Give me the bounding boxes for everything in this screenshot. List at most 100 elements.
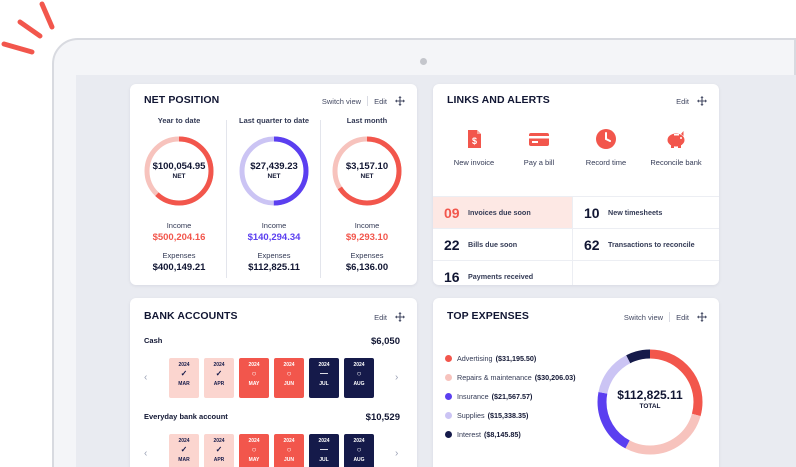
divider (367, 96, 369, 106)
top-expenses-card: TOP EXPENSES Switch view Edit Advertisin… (433, 298, 719, 467)
check-icon: ✓ (180, 445, 188, 454)
chevron-left-icon[interactable]: ‹ (144, 448, 148, 459)
income-label: Income (166, 221, 192, 230)
chevron-right-icon[interactable]: › (395, 372, 399, 383)
move-icon[interactable] (697, 312, 707, 322)
alert-item[interactable]: 16 Payments received (433, 260, 572, 285)
piggy-bank-icon (667, 131, 685, 148)
net-center-label: $27,439.23 NET (238, 161, 310, 180)
dash-icon: — (320, 369, 328, 378)
chevron-left-icon[interactable]: ‹ (144, 372, 148, 383)
tile-year: 2024 (213, 362, 225, 368)
tile-month: APR (213, 381, 225, 387)
net-position-card: NET POSITION Switch view Edit Year to da… (130, 84, 417, 285)
expenses-total-amount: $112,825.11 (617, 388, 683, 402)
tile-month: MAR (178, 381, 190, 387)
links-alerts-card: LINKS AND ALERTS Edit $ New invoice Pay … (433, 84, 719, 285)
month-tile[interactable]: 2024 ✓ APR (204, 434, 234, 467)
net-ring-chart (239, 136, 309, 206)
donut-slice (597, 349, 703, 455)
month-tile[interactable]: 2024— JUL (309, 358, 339, 398)
check-icon: ✓ (180, 369, 188, 378)
switch-view-button[interactable]: Switch view (321, 96, 362, 106)
alert-item[interactable]: 22 Bills due soon (433, 228, 572, 260)
tile-month: JUN (283, 457, 294, 463)
income-value: $9,293.10 (345, 232, 389, 243)
tile-year: 2024 (213, 438, 225, 444)
bank-account-row[interactable]: Everyday bank account $10,529 (144, 412, 400, 423)
move-icon[interactable] (697, 96, 707, 106)
net-amount: $100,054.95 (152, 161, 206, 172)
month-tile[interactable]: 2024 ✓ APR (204, 358, 234, 398)
expenses-label: Expenses (162, 251, 196, 260)
month-tile[interactable]: 2024 ○ AUG (344, 358, 374, 398)
month-tile[interactable]: 2024 ○ MAY (239, 434, 269, 467)
edit-button[interactable]: Edit (676, 312, 689, 322)
edit-button[interactable]: Edit (374, 96, 387, 106)
legend-swatch (445, 374, 452, 381)
quick-link-new-invoice[interactable]: $ New invoice (439, 128, 509, 167)
legend-swatch (445, 431, 452, 438)
circle-icon: ○ (356, 369, 362, 378)
alert-count: 09 (444, 204, 460, 221)
divider (669, 312, 671, 322)
account-balance: $6,050 (370, 336, 400, 347)
legend-swatch (445, 412, 452, 419)
links-alerts-title: LINKS AND ALERTS (447, 94, 550, 106)
month-tile[interactable]: 2024 ○ MAY (239, 358, 269, 398)
donut-slice (597, 349, 703, 455)
switch-view-button[interactable]: Switch view (623, 312, 664, 322)
alert-text: New timesheets (608, 208, 663, 217)
net-donut: $100,054.95 NET (143, 135, 215, 207)
net-amount: $3,157.10 (345, 161, 389, 172)
tile-year: 2024 (248, 438, 260, 444)
income-value: $500,204.16 (152, 232, 206, 243)
donut-slice (597, 349, 703, 455)
alert-item[interactable]: 09 Invoices due soon (433, 196, 572, 228)
month-tile[interactable]: 2024— JUL (309, 434, 339, 467)
edit-button[interactable]: Edit (374, 312, 387, 322)
month-tile[interactable]: 2024 ○ AUG (344, 434, 374, 467)
alert-text: Payments received (468, 272, 534, 281)
alert-count: 16 (444, 268, 460, 285)
quick-link-reconcile-bank[interactable]: Reconcile bank (641, 128, 711, 167)
clock-icon (596, 129, 616, 149)
period-label: Last month (346, 116, 388, 125)
legend-name: Insurance (457, 392, 489, 401)
legend-swatch (445, 355, 452, 362)
ring-arc (144, 136, 214, 206)
period-label: Last quarter to date (238, 116, 309, 125)
alert-item[interactable]: 62 Transactions to reconcile (572, 228, 719, 260)
tile-year: 2024 (283, 438, 295, 444)
ring-arc (239, 136, 309, 206)
tile-month: MAY (248, 457, 260, 463)
net-donut: $3,157.10 NET (331, 135, 403, 207)
move-icon[interactable] (395, 96, 405, 106)
month-tile[interactable]: 2024 ○ JUN (274, 358, 304, 398)
burst-decoration (1, 1, 55, 55)
chevron-right-icon[interactable]: › (395, 448, 399, 459)
bank-accounts-title: BANK ACCOUNTS (144, 310, 238, 322)
tile-year: 2024 (353, 362, 365, 368)
expenses-total-label: TOTAL (639, 403, 661, 410)
net-position-column: Last quarter to date $27,439.23 NET Income $… (227, 116, 321, 273)
alert-empty-cell (572, 260, 719, 285)
account-name: Cash (144, 336, 163, 345)
month-tile[interactable]: 2024 ✓ MAR (169, 358, 199, 398)
month-tile[interactable]: 2024 ○ JUN (274, 434, 304, 467)
tile-year: 2024 (318, 438, 330, 444)
tile-month: MAR (178, 457, 190, 463)
bank-account-row[interactable]: Cash $6,050 (144, 336, 400, 347)
quick-link-record-time[interactable]: Record time (571, 128, 641, 167)
edit-button[interactable]: Edit (676, 96, 689, 106)
legend-amount: ($21,567.57) (491, 392, 533, 401)
quick-link-pay-bill[interactable]: Pay a bill (504, 128, 574, 167)
bank-accounts-card: BANK ACCOUNTS Edit Cash $6,050 ‹ 2024 ✓ MAR 20… (130, 298, 417, 467)
alert-item[interactable]: 10 New timesheets (572, 196, 719, 228)
account-balance: $10,529 (365, 412, 400, 423)
move-icon[interactable] (395, 312, 405, 322)
net-donut: $27,439.23 NET (238, 135, 310, 207)
camera-dot (420, 58, 427, 65)
month-tile[interactable]: 2024 ✓ MAR (169, 434, 199, 467)
quick-link-label: Reconcile bank (650, 158, 702, 167)
